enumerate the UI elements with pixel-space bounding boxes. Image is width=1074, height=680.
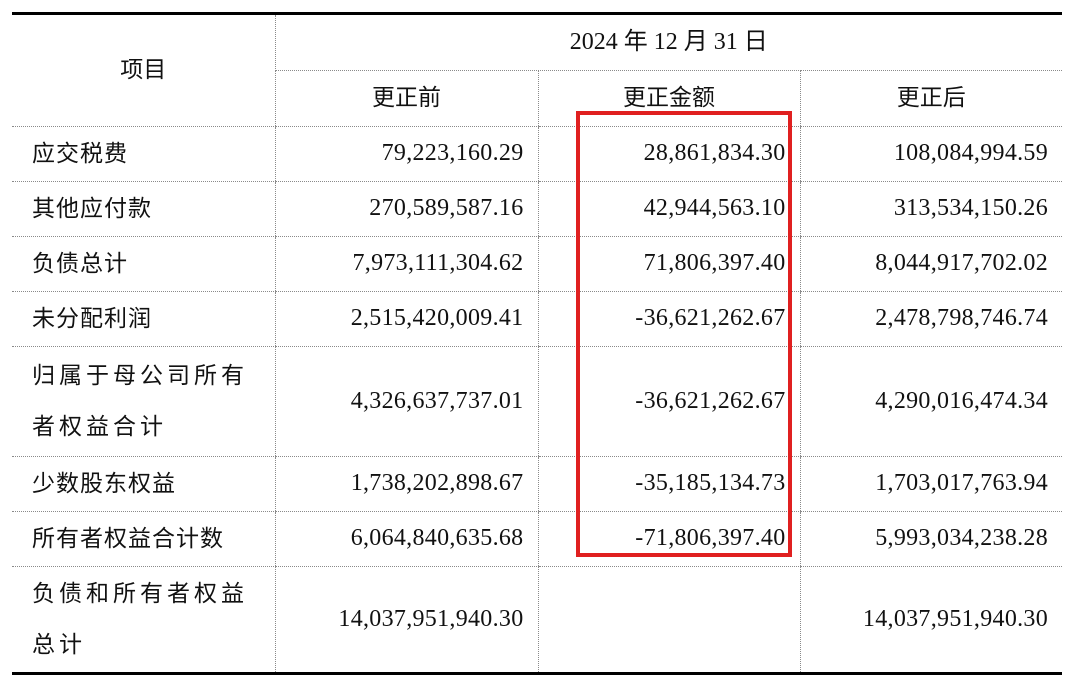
- value-after: 1,703,017,763.94: [799, 456, 1063, 512]
- value-adjustment: 42,944,563.10: [537, 181, 800, 237]
- row-label: 未分配利润: [12, 291, 275, 347]
- table-row: 负债总计 7,973,111,304.62 71,806,397.40 8,04…: [12, 236, 1063, 292]
- row-label: 所有者权益合计数: [12, 511, 275, 567]
- value-adjustment: -36,621,262.67: [537, 291, 800, 347]
- row-label: 负债和所有者权益总计: [32, 580, 248, 658]
- header-date: 2024 年 12 月 31 日: [274, 13, 1063, 71]
- header-row-date: 项目 2024 年 12 月 31 日: [12, 13, 1063, 127]
- value-before: 14,037,951,940.30: [274, 566, 538, 674]
- header-after: 更正后: [799, 70, 1063, 127]
- table-row: 应交税费 79,223,160.29 28,861,834.30 108,084…: [12, 126, 1063, 182]
- value-after: 2,478,798,746.74: [799, 291, 1063, 347]
- value-before: 4,326,637,737.01: [274, 346, 538, 457]
- value-before: 270,589,587.16: [274, 181, 538, 237]
- row-label: 应交税费: [12, 126, 275, 182]
- value-before: 7,973,111,304.62: [274, 236, 538, 292]
- table-row: 负债和所有者权益总计 14,037,951,940.30 14,037,951,…: [12, 566, 1063, 674]
- value-after: 313,534,150.26: [799, 181, 1063, 237]
- header-row-columns: 更正前 更正金额 更正后: [12, 70, 1063, 127]
- value-adjustment: -71,806,397.40: [537, 511, 800, 567]
- value-after: 14,037,951,940.30: [799, 566, 1063, 674]
- value-adjustment: 28,861,834.30: [537, 126, 800, 182]
- value-after: 8,044,917,702.02: [799, 236, 1063, 292]
- restatement-table: 项目 2024 年 12 月 31 日 更正前 更正金额 更正后 应交税费 79…: [12, 12, 1063, 675]
- row-label: 其他应付款: [12, 181, 275, 237]
- value-before: 79,223,160.29: [274, 126, 538, 182]
- value-before: 1,738,202,898.67: [274, 456, 538, 512]
- row-label: 负债总计: [12, 236, 275, 292]
- header-before: 更正前: [274, 70, 538, 127]
- row-label: 少数股东权益: [12, 456, 275, 512]
- value-after: 5,993,034,238.28: [799, 511, 1063, 567]
- value-adjustment: -35,185,134.73: [537, 456, 800, 512]
- value-after: 4,290,016,474.34: [799, 346, 1063, 457]
- value-adjustment: [537, 566, 800, 674]
- table-row: 其他应付款 270,589,587.16 42,944,563.10 313,5…: [12, 181, 1063, 237]
- header-adjustment: 更正金额: [537, 70, 800, 127]
- value-before: 6,064,840,635.68: [274, 511, 538, 567]
- table-row: 未分配利润 2,515,420,009.41 -36,621,262.67 2,…: [12, 291, 1063, 347]
- header-item: 项目: [12, 13, 275, 127]
- table-row: 归属于母公司所有者权益合计 4,326,637,737.01 -36,621,2…: [12, 346, 1063, 457]
- value-adjustment: -36,621,262.67: [537, 346, 800, 457]
- value-adjustment: 71,806,397.40: [537, 236, 800, 292]
- row-label: 归属于母公司所有者权益合计: [12, 346, 275, 457]
- table-row: 所有者权益合计数 6,064,840,635.68 -71,806,397.40…: [12, 511, 1063, 567]
- value-after: 108,084,994.59: [799, 126, 1063, 182]
- value-before: 2,515,420,009.41: [274, 291, 538, 347]
- table-row: 少数股东权益 1,738,202,898.67 -35,185,134.73 1…: [12, 456, 1063, 512]
- restatement-table-container: 项目 2024 年 12 月 31 日 更正前 更正金额 更正后 应交税费 79…: [12, 12, 1063, 675]
